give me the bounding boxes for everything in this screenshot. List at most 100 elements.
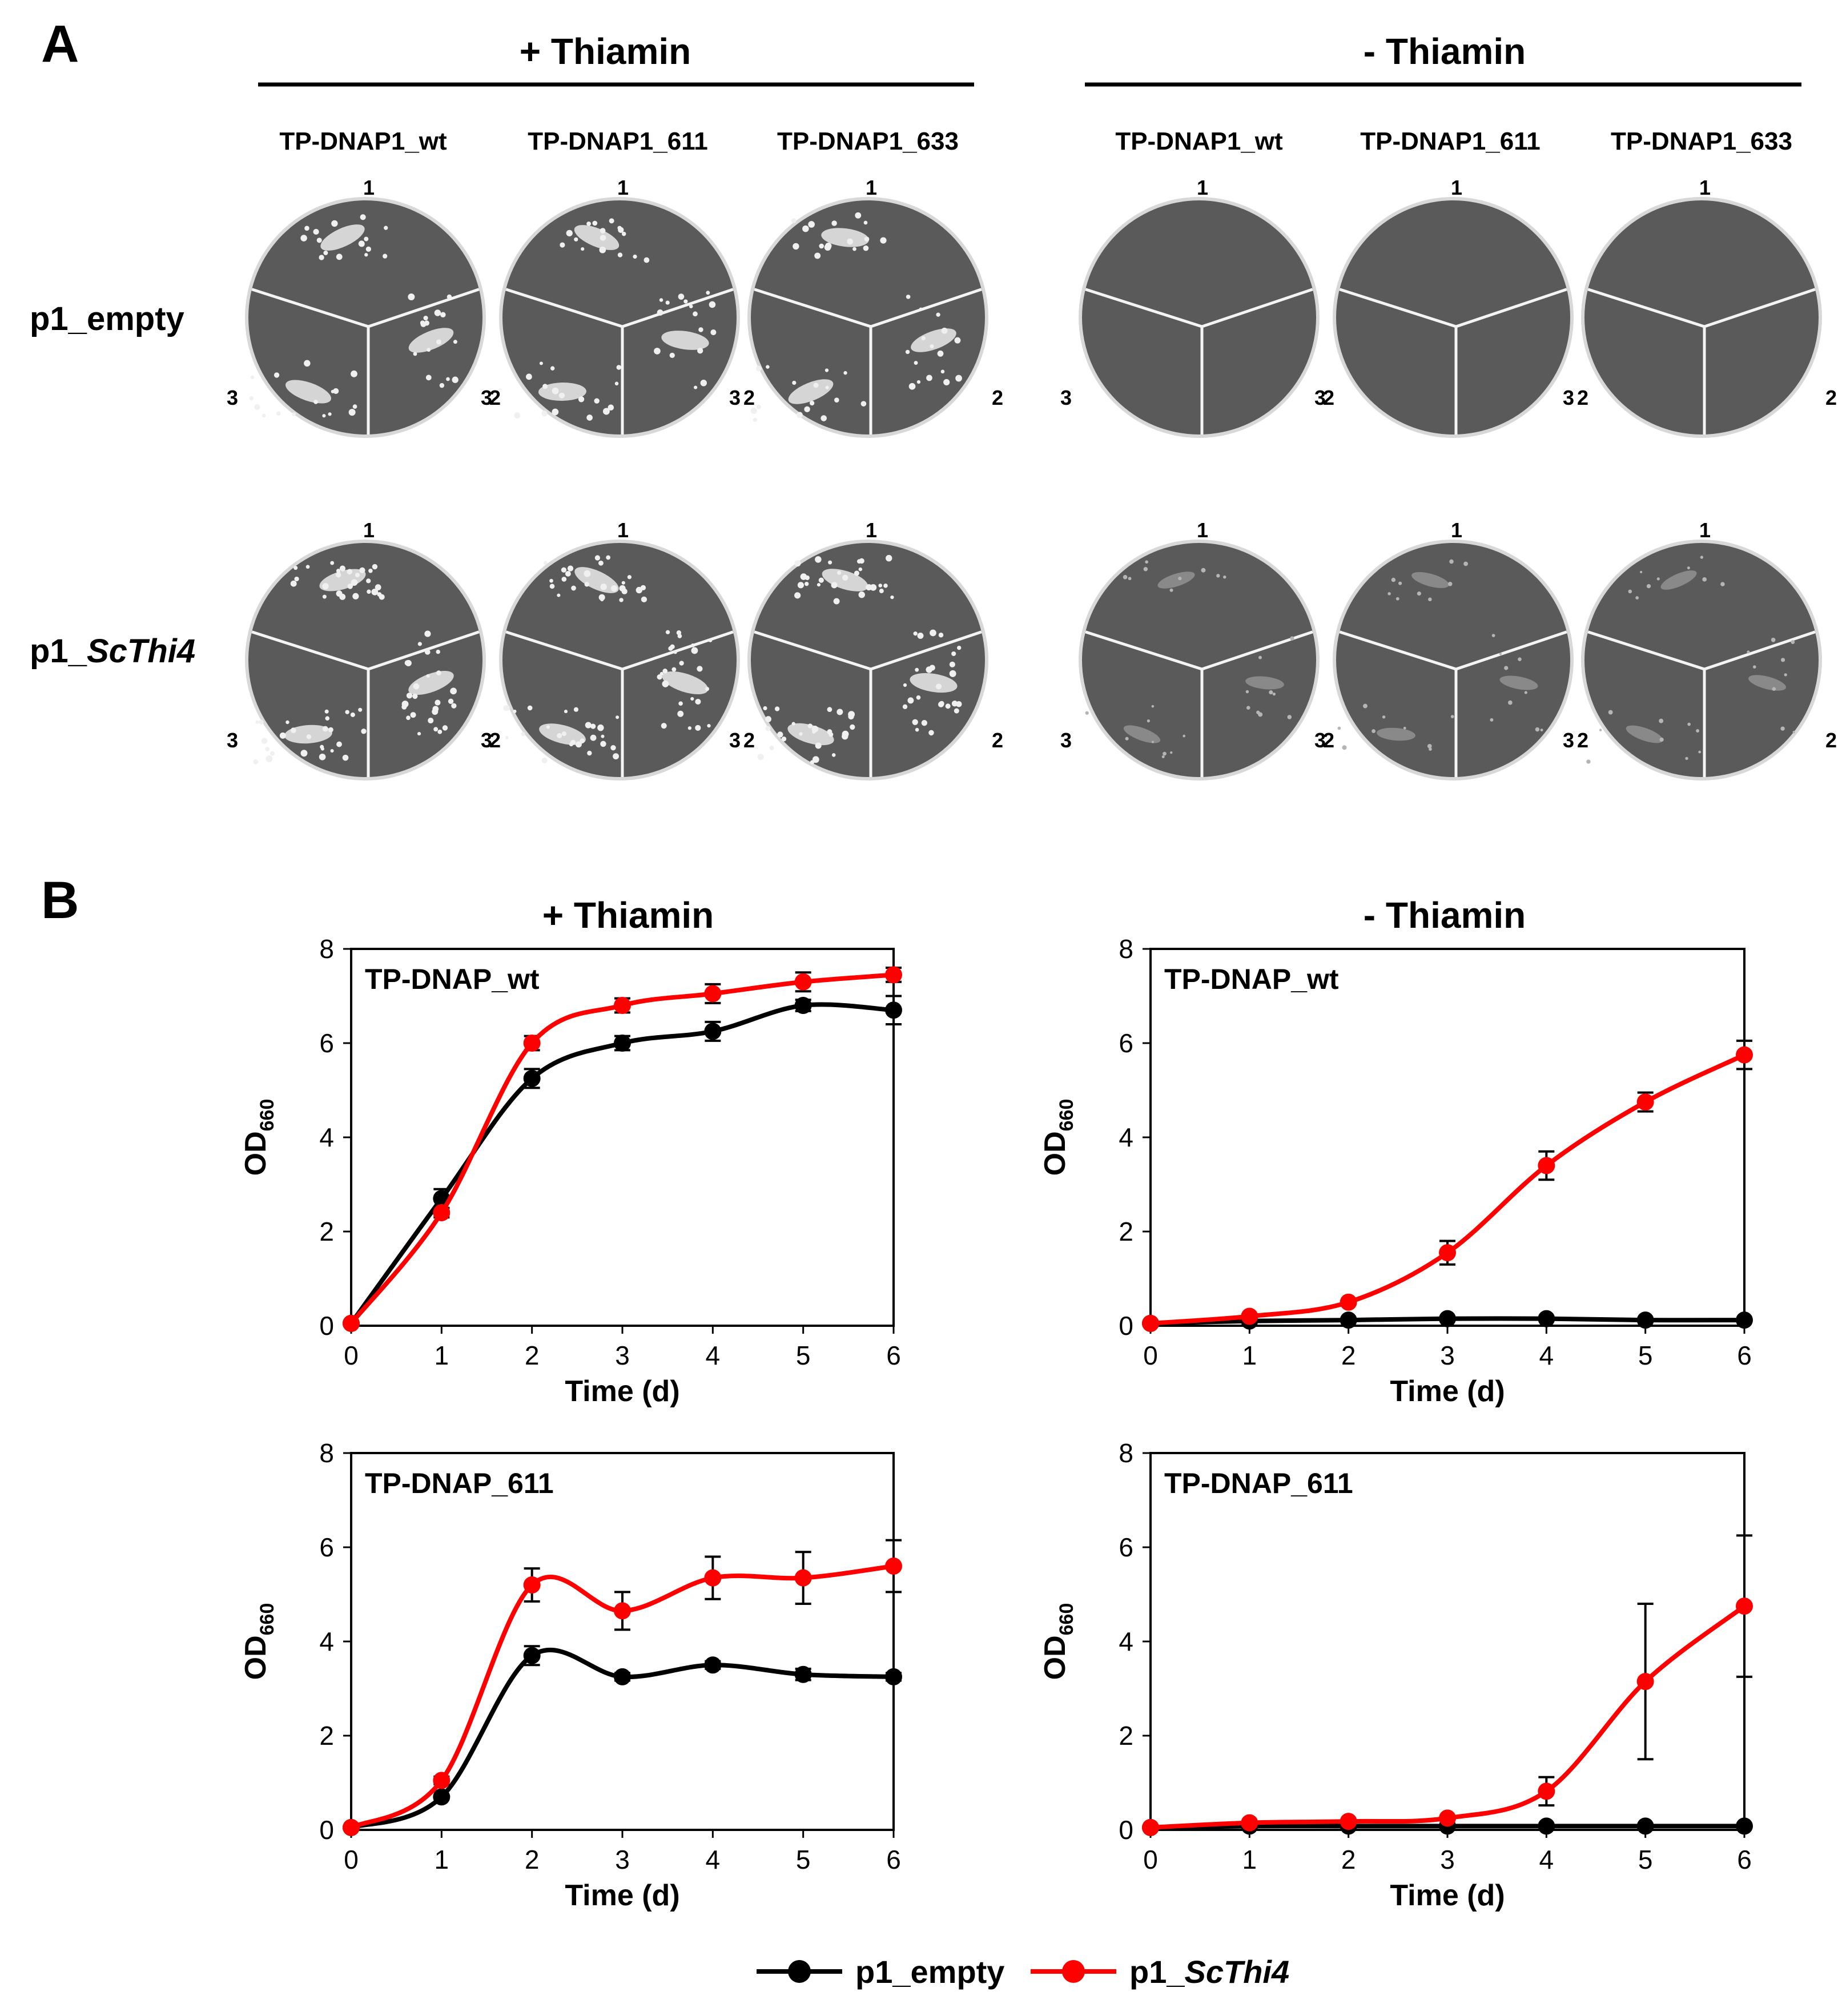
data-point [1636,1673,1654,1691]
sector-number: 1 [1197,518,1208,542]
colony [404,660,411,666]
sector-number: 2 [1825,729,1837,752]
colony [586,221,592,226]
sector-number: 3 [1060,386,1072,409]
colony [328,727,333,733]
colony [928,730,934,736]
colony [813,383,819,388]
colony [427,348,431,352]
colony [1145,560,1149,564]
colony [890,595,894,599]
data-point [794,973,812,991]
colony [943,379,950,385]
colony [659,298,663,302]
plot-frame [1149,1452,1746,1831]
colony [914,361,918,365]
colony [917,633,924,639]
sector-divider [251,288,369,328]
x-tick-label: 6 [886,1341,901,1370]
data-point [1636,1311,1654,1329]
plot-frame [1149,948,1746,1327]
colony [351,579,358,586]
strain-label: TP-DNAP1_611 [1360,127,1540,155]
colony [903,683,907,687]
colony [408,293,415,301]
colony [834,397,839,403]
data-point [1340,1311,1357,1329]
sector-divider [505,630,623,671]
data-point [704,1656,722,1674]
colony [864,236,870,242]
colony [837,570,842,575]
colony [1337,726,1341,730]
colony [755,365,762,372]
colony [1246,706,1250,710]
colony [633,254,637,259]
data-point [1636,1093,1654,1111]
colony [581,247,585,251]
colony [566,230,573,237]
colony [863,220,868,225]
colony [1427,743,1432,749]
colony [854,570,859,576]
sector-number: 2 [1323,386,1334,409]
colony [578,396,585,403]
sector-divider [1455,288,1567,328]
colony [435,699,441,706]
data-point [433,1788,451,1806]
colony [1656,577,1660,581]
sector-number: 3 [481,386,492,409]
sector-number: 3 [227,729,238,752]
colony [938,633,944,638]
condition-title-minus-thiamin: - Thiamin [1364,31,1526,72]
x-tick-label: 6 [886,1845,901,1874]
agar-plate: 123 [1563,176,1837,438]
colony [285,720,289,725]
colony [424,649,431,655]
colony [546,725,550,729]
colony [557,733,562,739]
colony [1784,673,1787,677]
data-point [1538,1782,1555,1800]
colony [955,375,962,382]
colony [333,388,339,394]
colony [956,701,962,707]
colony [697,666,703,672]
colony [949,670,956,677]
data-point [885,966,902,984]
agar-plate: 123 [1563,518,1837,780]
colony [1429,747,1432,751]
colony [1125,737,1129,741]
data-point [1340,1813,1357,1830]
colony [859,558,864,564]
colony [433,727,439,732]
colony [1201,568,1206,573]
colony [677,710,684,717]
agar-plate: 123 [729,176,1003,438]
colony [879,589,884,594]
colony [1287,715,1292,719]
colony [304,360,311,367]
colony [815,556,822,563]
strain-label: TP-DNAP1_611 [528,127,707,155]
colony [797,582,805,589]
colony [539,361,543,365]
colony [750,407,757,415]
colony [1687,722,1691,726]
colony [906,295,911,299]
colony [1363,703,1368,709]
colony [384,226,388,230]
colony [325,716,330,721]
agar-plate: 123 [1314,518,1588,780]
colony [440,312,446,317]
data-point [523,1035,541,1052]
y-tick-label: 0 [319,1815,334,1845]
x-tick-label: 1 [435,1341,449,1370]
colony [351,370,357,377]
colony [1463,561,1468,566]
colony [336,572,341,578]
colony [1178,577,1182,581]
colony [878,584,883,588]
colony [613,753,620,760]
bacterial-streak [285,380,331,404]
